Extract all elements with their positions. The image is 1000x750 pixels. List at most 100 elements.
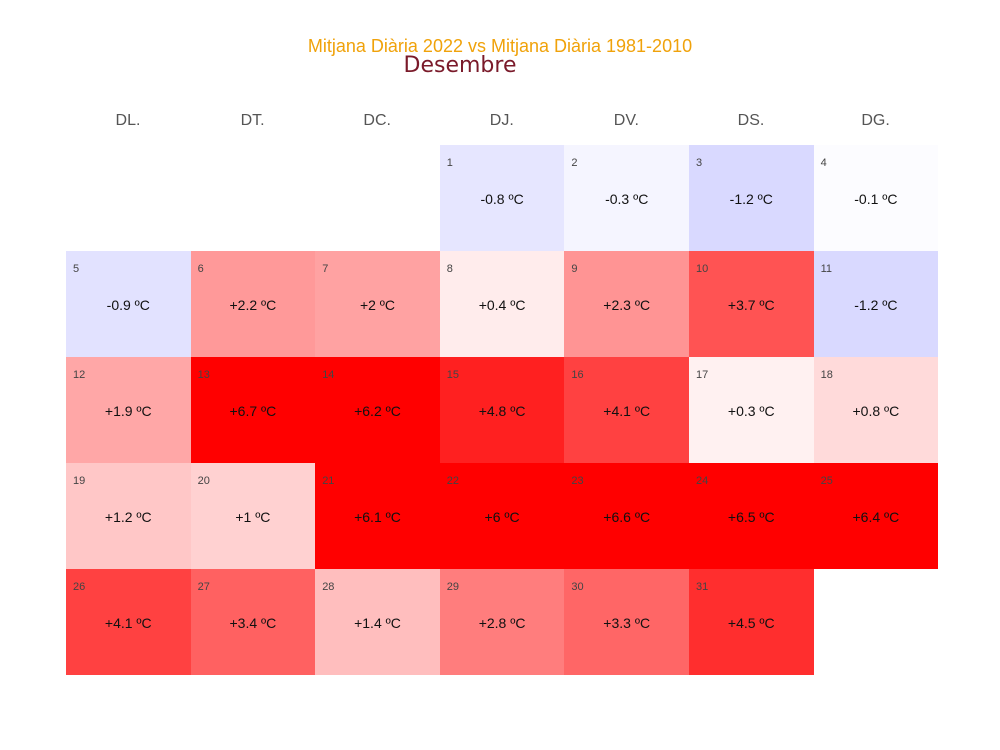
day-cell: 19 +1.2 ºC	[66, 463, 191, 569]
day-value-label: +3.4 ºC	[229, 615, 277, 631]
day-value-label: +3.7 ºC	[727, 297, 775, 313]
day-cell: 2 -0.3 ºC	[564, 145, 689, 251]
day-value-label: +2 ºC	[359, 297, 396, 313]
day-value-label: -0.8 ºC	[480, 191, 524, 207]
day-value-label: +6.6 ºC	[603, 509, 651, 525]
day-cell: 10 +3.7 ºC	[689, 251, 814, 357]
day-number: 27	[197, 581, 210, 593]
day-cell: 30 +3.3 ºC	[564, 569, 689, 675]
day-cell: 27 +3.4 ºC	[190, 569, 316, 675]
day-number: 17	[696, 369, 709, 381]
day-cell: 16 +4.1 ºC	[564, 357, 689, 463]
weekday-header: DG.	[861, 112, 890, 129]
day-cell: 17 +0.3 ºC	[689, 357, 814, 463]
day-cell: 12 +1.9 ºC	[66, 357, 191, 463]
day-number: 19	[73, 475, 86, 487]
day-number: 7	[322, 263, 329, 275]
day-value-label: -0.9 ºC	[106, 297, 150, 313]
chart-subtitle: Desembre	[403, 53, 517, 78]
day-number: 15	[446, 369, 460, 381]
day-cell: 23 +6.6 ºC	[564, 463, 689, 569]
day-value-label: +6.1 ºC	[354, 509, 401, 525]
day-number: 22	[446, 475, 460, 487]
day-number: 26	[73, 581, 86, 593]
day-value-label: +4.8 ºC	[478, 403, 526, 419]
day-cell: 15 +4.8 ºC	[439, 357, 565, 463]
day-number: 4	[820, 157, 827, 169]
weekday-header: DL.	[115, 112, 141, 129]
day-cell: 24 +6.5 ºC	[689, 463, 814, 569]
day-number: 21	[322, 475, 335, 487]
day-value-label: -1.2 ºC	[729, 191, 773, 207]
day-value-label: +4.1 ºC	[603, 403, 651, 419]
day-value-label: -0.3 ºC	[605, 191, 649, 207]
day-value-label: +0.4 ºC	[478, 297, 526, 313]
day-value-label: +4.1 ºC	[104, 615, 152, 631]
day-value-label: +1 ºC	[235, 509, 271, 525]
day-value-label: +1.2 ºC	[104, 509, 152, 525]
day-cell: 1 -0.8 ºC	[439, 145, 565, 251]
day-value-label: +2.8 ºC	[478, 615, 526, 631]
day-number: 20	[197, 475, 210, 487]
day-number: 10	[696, 263, 709, 275]
day-number: 13	[197, 369, 210, 381]
day-value-label: +4.5 ºC	[727, 615, 775, 631]
day-value-label: +6.2 ºC	[354, 403, 401, 419]
day-number: 9	[571, 263, 578, 275]
day-cell: 6 +2.2 ºC	[190, 251, 316, 357]
day-number: 29	[446, 581, 460, 593]
day-cell: 29 +2.8 ºC	[439, 569, 565, 675]
weekday-header: DT.	[240, 112, 265, 129]
day-cell: 4 -0.1 ºC	[813, 145, 939, 251]
day-cell: 11 -1.2 ºC	[813, 251, 939, 357]
weekday-header: DC.	[363, 112, 391, 129]
day-value-label: +3.3 ºC	[603, 615, 651, 631]
day-number: 5	[73, 263, 80, 275]
day-number: 1	[446, 157, 453, 169]
day-cell: 13 +6.7 ºC	[190, 357, 316, 463]
day-value-label: +6.5 ºC	[727, 509, 775, 525]
day-value-label: +2.2 ºC	[229, 297, 277, 313]
day-cell: 5 -0.9 ºC	[66, 251, 191, 357]
day-number: 25	[820, 475, 833, 487]
day-number: 8	[446, 263, 453, 275]
day-cell: 22 +6 ºC	[439, 463, 565, 569]
day-cell: 21 +6.1 ºC	[315, 463, 440, 569]
day-number: 23	[571, 475, 584, 487]
day-cell: 7 +2 ºC	[315, 251, 440, 357]
day-value-label: -1.2 ºC	[854, 297, 898, 313]
day-number: 30	[571, 581, 584, 593]
weekday-header: DV.	[613, 112, 639, 129]
day-cell: 8 +0.4 ºC	[439, 251, 565, 357]
day-value-label: +1.4 ºC	[354, 615, 401, 631]
day-cell: 20 +1 ºC	[190, 463, 316, 569]
day-cell: 9 +2.3 ºC	[564, 251, 689, 357]
day-cell: 28 +1.4 ºC	[315, 569, 440, 675]
day-number: 28	[322, 581, 335, 593]
day-number: 24	[696, 475, 709, 487]
day-cell: 31 +4.5 ºC	[689, 569, 814, 675]
weekday-header: DS.	[737, 112, 765, 129]
day-cell: 3 -1.2 ºC	[689, 145, 814, 251]
day-value-label: +6.4 ºC	[852, 509, 900, 525]
day-number: 31	[696, 581, 709, 593]
day-number: 11	[820, 263, 833, 275]
day-number: 18	[820, 369, 833, 381]
day-cell: 18 +0.8 ºC	[813, 357, 939, 463]
day-number: 6	[197, 263, 204, 275]
day-cell: 14 +6.2 ºC	[315, 357, 440, 463]
weekday-header: DJ.	[489, 112, 514, 129]
day-number: 14	[322, 369, 335, 381]
chart-title: Mitjana Diària 2022 vs Mitjana Diària 19…	[307, 36, 693, 56]
day-value-label: +6 ºC	[484, 509, 520, 525]
day-number: 12	[73, 369, 86, 381]
day-value-label: +0.3 ºC	[727, 403, 775, 419]
day-value-label: +0.8 ºC	[852, 403, 900, 419]
day-value-label: +1.9 ºC	[104, 403, 152, 419]
day-number: 3	[696, 157, 703, 169]
day-number: 16	[571, 369, 584, 381]
day-value-label: +6.7 ºC	[229, 403, 277, 419]
day-value-label: -0.1 ºC	[854, 191, 898, 207]
day-value-label: +2.3 ºC	[603, 297, 651, 313]
